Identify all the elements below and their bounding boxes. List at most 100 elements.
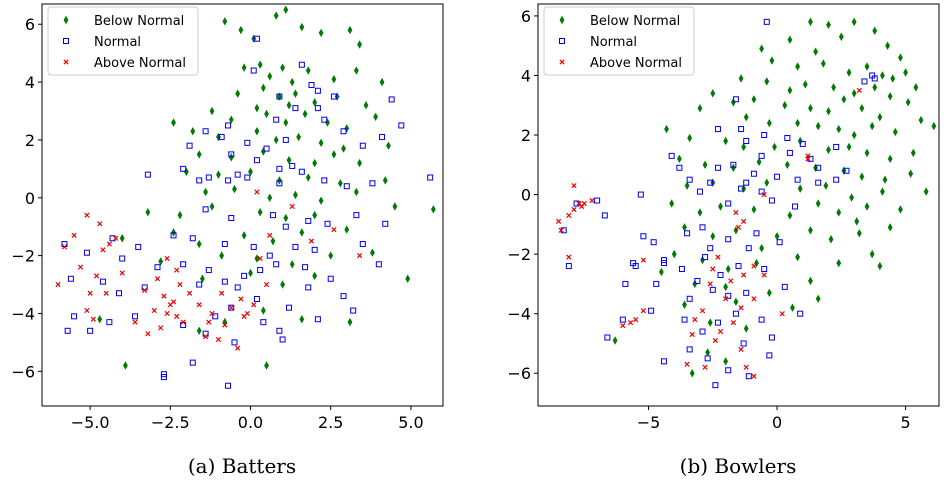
point-above	[235, 345, 241, 351]
point-normal	[833, 143, 840, 150]
point-below	[872, 83, 878, 92]
point-below	[723, 136, 729, 146]
point-below	[795, 62, 801, 71]
point-below	[815, 121, 821, 131]
point-below	[859, 104, 865, 113]
point-below	[795, 252, 801, 262]
point-normal	[594, 197, 601, 204]
point-below	[910, 148, 916, 158]
point-normal	[269, 212, 276, 219]
point-below	[859, 172, 865, 181]
point-below	[826, 145, 831, 155]
point-normal	[604, 334, 611, 341]
point-normal	[353, 212, 360, 219]
point-normal	[314, 105, 321, 112]
point-below	[260, 83, 266, 93]
point-below	[764, 178, 770, 187]
point-below	[353, 187, 359, 197]
point-below	[823, 181, 829, 190]
point-normal	[189, 235, 196, 242]
point-above	[84, 307, 90, 314]
point-normal	[298, 61, 305, 68]
point-below	[887, 223, 893, 232]
point-below	[851, 130, 857, 140]
data-points	[555, 17, 937, 389]
point-normal	[732, 310, 739, 317]
point-normal	[234, 284, 241, 291]
point-normal	[753, 230, 760, 237]
point-below	[707, 318, 713, 327]
point-normal	[64, 327, 71, 334]
point-normal	[292, 243, 299, 250]
point-below	[826, 20, 831, 30]
point-normal	[660, 257, 667, 264]
point-below	[283, 213, 289, 223]
point-below	[363, 101, 369, 110]
point-normal	[398, 122, 405, 129]
point-below	[357, 40, 362, 49]
point-below	[877, 112, 883, 122]
point-below	[283, 5, 289, 14]
point-normal	[681, 316, 688, 323]
point-normal	[83, 249, 90, 256]
point-below	[260, 306, 266, 315]
point-below	[784, 160, 790, 169]
point-below	[820, 59, 826, 68]
point-below	[222, 17, 228, 26]
point-above	[244, 310, 250, 317]
point-above	[576, 200, 582, 207]
point-normal	[273, 116, 280, 123]
point-normal	[244, 174, 251, 181]
point-below	[347, 317, 353, 327]
point-above	[289, 203, 295, 210]
point-normal	[732, 96, 739, 103]
legend-marker-below	[63, 15, 69, 25]
point-below	[203, 187, 209, 197]
point-above	[202, 333, 209, 340]
point-below	[841, 95, 847, 104]
point-normal	[781, 283, 788, 290]
y-tick-label: 6	[25, 15, 35, 34]
point-normal	[750, 170, 757, 177]
point-normal	[619, 316, 626, 323]
point-below	[119, 234, 125, 243]
point-normal	[637, 191, 644, 198]
point-above	[751, 296, 757, 302]
point-below	[723, 282, 729, 292]
point-normal	[565, 263, 572, 270]
point-normal	[260, 319, 267, 326]
point-below	[123, 361, 128, 370]
point-below	[289, 260, 295, 269]
point-below	[872, 26, 878, 35]
point-above	[151, 307, 157, 314]
legend-marker-normal	[559, 38, 565, 44]
point-normal	[135, 243, 142, 250]
point-above	[707, 281, 713, 287]
point-above	[555, 218, 562, 225]
point-below	[846, 142, 852, 152]
point-normal	[324, 220, 331, 227]
point-below	[318, 138, 324, 148]
point-normal	[221, 241, 228, 248]
point-below	[337, 179, 343, 188]
point-below	[312, 210, 318, 220]
point-below	[286, 101, 292, 110]
y-tick-label: 2	[25, 131, 35, 150]
point-normal	[221, 278, 228, 285]
point-below	[869, 249, 875, 259]
point-above	[177, 281, 183, 288]
point-above	[87, 290, 93, 296]
point-normal	[686, 295, 693, 302]
point-normal	[648, 307, 655, 314]
point-normal	[253, 157, 260, 164]
point-normal	[792, 203, 799, 210]
point-normal	[714, 126, 721, 133]
point-below	[228, 115, 234, 124]
point-below	[725, 264, 731, 274]
point-below	[273, 135, 279, 145]
point-normal	[71, 313, 78, 320]
point-above	[723, 296, 729, 302]
point-normal	[228, 215, 235, 222]
point-normal	[686, 176, 693, 183]
point-normal	[314, 316, 321, 323]
